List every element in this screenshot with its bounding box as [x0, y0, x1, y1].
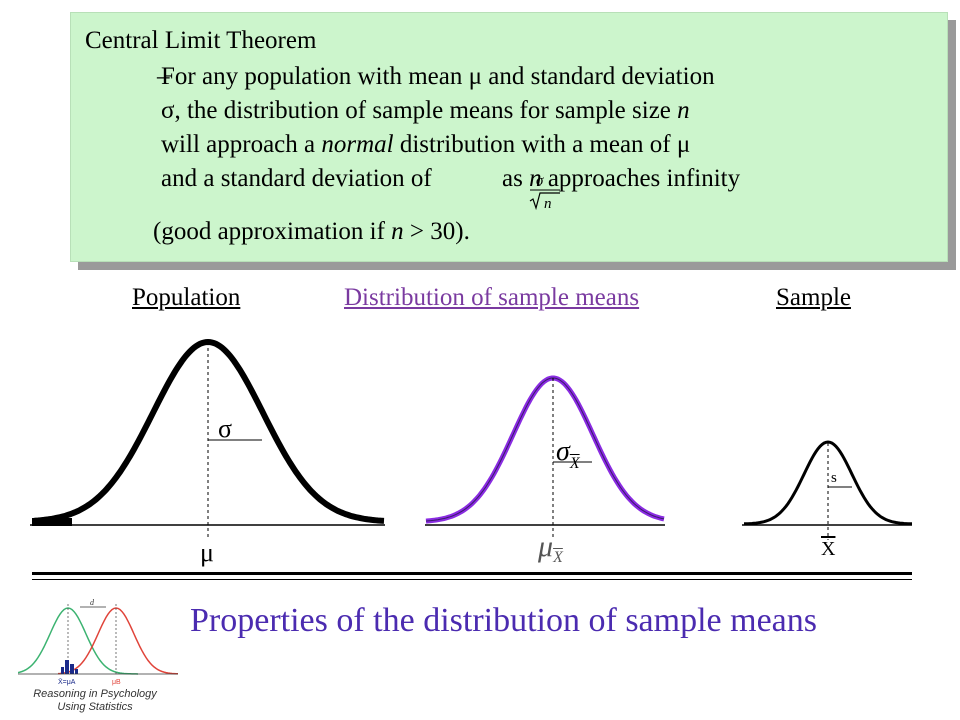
line4-text-b: as	[495, 165, 530, 192]
logo-x-label: X̄=μA	[58, 678, 76, 686]
population-curve-group	[30, 338, 385, 540]
footer-title: Properties of the distribution of sample…	[190, 602, 817, 639]
sample-curve-group	[742, 440, 912, 540]
logo-caption: Reasoning in Psychology Using Statistics	[0, 688, 190, 714]
line4-text-c: approaches infinity	[541, 165, 741, 192]
heading-sample: Sample	[776, 284, 851, 311]
line3-normal: normal	[321, 131, 394, 158]
approx-text-b: > 30).	[403, 218, 470, 245]
line3-text-b: distribution with a mean of μ	[393, 131, 691, 158]
logo-green-curve	[18, 607, 139, 675]
logo-red-curve	[57, 607, 178, 675]
line2-text: σ, the distribution of sample means for …	[161, 97, 678, 124]
logo-mub-label: μB	[112, 679, 121, 686]
line4-n: n	[529, 165, 542, 192]
theorem-box: Central Limit Theorem – For any populati…	[70, 12, 948, 262]
heading-population: Population	[132, 284, 241, 311]
theorem-title: Central Limit Theorem	[85, 27, 317, 54]
sampling-sigma-sub: X	[569, 455, 580, 472]
approximation-note: (good approximation if n > 30).	[153, 218, 470, 246]
divider-thin	[32, 579, 912, 580]
population-curve	[33, 338, 385, 524]
sampling-curve	[425, 375, 665, 524]
logo-caption-line-2: Using Statistics	[57, 701, 133, 713]
logo-d-label: d	[90, 598, 95, 607]
logo-bar-1	[65, 660, 69, 674]
logo-bar-3	[61, 667, 64, 674]
sampling-sigma-symbol: σ	[556, 436, 570, 467]
heading-sampling-distribution: Distribution of sample means	[344, 284, 640, 311]
theorem-line-2: σ, the distribution of sample means for …	[161, 97, 690, 125]
sampling-mu-symbol: μ	[538, 530, 554, 563]
sigma-over-sqrt-n-formula: σ n	[529, 173, 560, 212]
frac-numerator: σ	[536, 173, 544, 189]
approx-text-a: (good approximation if	[153, 218, 392, 245]
logo-bar-2	[70, 664, 74, 674]
theorem-line-1: For any population with mean μ and stand…	[161, 63, 715, 90]
sampling-mu-label: μX	[538, 530, 563, 566]
logo-bg	[18, 594, 178, 688]
theorem-line-3: will approach a normal distribution with…	[161, 131, 690, 159]
population-mu-label: μ	[200, 538, 214, 567]
bullet-dash: –	[157, 63, 170, 90]
sampling-mu-sub: X	[553, 549, 563, 566]
line4-text-a: and a standard deviation of	[161, 165, 432, 192]
sample-curve	[744, 440, 912, 526]
logo-caption-line-1: Reasoning in Psychology	[33, 688, 157, 700]
sampling-curve-group	[425, 375, 665, 540]
sample-s-label: s	[831, 470, 837, 486]
sample-xbar-label: X	[821, 538, 836, 560]
sampling-sigma-label: σX	[556, 436, 580, 472]
theorem-line-4: and a standard deviation of as n approac…	[161, 165, 740, 193]
sqrt-sign	[529, 192, 560, 211]
population-tail-left	[32, 518, 72, 526]
frac-denominator: n	[544, 196, 552, 212]
course-logo: d X̄=μA μB	[18, 594, 178, 688]
line2-n: n	[677, 97, 690, 124]
logo-bar-4	[75, 669, 78, 674]
line3-text-a: will approach a	[161, 131, 322, 158]
divider-thick	[32, 572, 912, 575]
population-sigma-label: σ	[218, 414, 233, 443]
approx-n: n	[391, 218, 404, 245]
sampling-curve-inner	[425, 377, 665, 522]
